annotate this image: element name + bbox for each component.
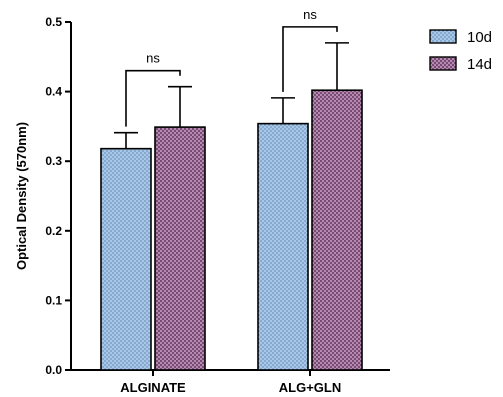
category-label: ALG+GLN <box>279 380 341 395</box>
legend-label-14d: 14d <box>467 56 492 73</box>
y-tick-label: 0.2 <box>45 224 62 238</box>
category-label: ALGINATE <box>120 380 186 395</box>
bar-10d-alginate <box>100 147 152 371</box>
bar-10d-alg-gln <box>257 122 309 371</box>
legend-swatch-14d <box>429 56 457 71</box>
y-axis-label: Optical Density (570nm) <box>14 122 29 270</box>
significance-bracket <box>282 26 338 92</box>
significance-bracket <box>125 69 181 127</box>
y-tick-label: 0.0 <box>45 363 62 377</box>
y-tick-label: 0.1 <box>45 293 62 307</box>
y-tick-label: 0.5 <box>45 15 62 29</box>
significance-label: ns <box>303 7 317 22</box>
y-tick-label: 0.4 <box>45 85 62 99</box>
bar-14d-alg-gln <box>311 89 363 371</box>
legend: 10d 14d <box>429 29 492 73</box>
significance-label: ns <box>146 51 160 66</box>
y-tick-label: 0.3 <box>45 154 62 168</box>
legend-swatch-10d <box>429 29 457 44</box>
bar-14d-alginate <box>154 126 206 371</box>
legend-label-10d: 10d <box>467 29 492 46</box>
